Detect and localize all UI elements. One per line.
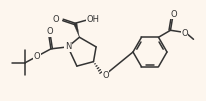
- Text: O: O: [47, 27, 53, 36]
- Text: O: O: [53, 15, 59, 24]
- Text: O: O: [181, 29, 188, 38]
- Text: O: O: [34, 52, 40, 61]
- Text: O: O: [102, 71, 109, 80]
- Text: N: N: [65, 42, 71, 51]
- Text: O: O: [170, 10, 177, 19]
- Text: OH: OH: [87, 15, 100, 24]
- Polygon shape: [74, 23, 79, 37]
